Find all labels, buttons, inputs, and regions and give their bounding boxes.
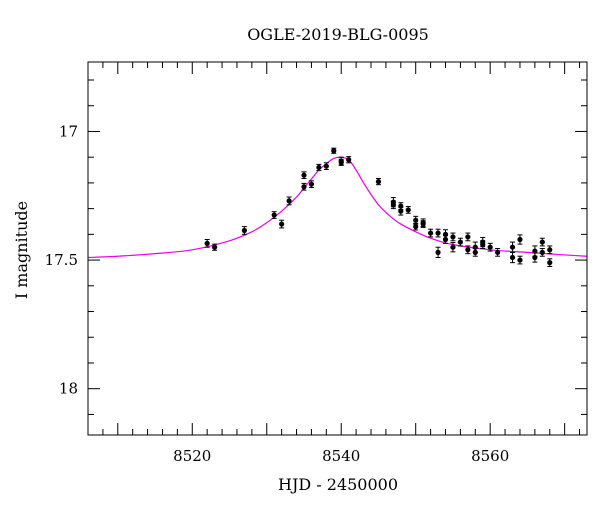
data-point	[435, 249, 441, 255]
data-point	[547, 247, 553, 253]
data-point	[442, 236, 449, 243]
y-tick-label: 17.5	[45, 251, 78, 269]
tick-labels: 8520 8540 8560 17 17.5 18	[45, 122, 510, 465]
data-point	[212, 244, 218, 250]
data-point	[316, 164, 322, 171]
data-point	[495, 249, 501, 255]
data-point	[346, 157, 352, 163]
model-curve-layer	[87, 156, 588, 259]
data-point	[390, 202, 396, 208]
y-tick-label: 17	[59, 122, 78, 140]
x-tick-label: 8520	[173, 447, 211, 465]
data-point	[465, 234, 471, 240]
data-point	[271, 212, 277, 218]
data-point	[375, 179, 382, 185]
data-point	[480, 239, 486, 245]
data-point	[457, 239, 463, 245]
data-point	[413, 217, 419, 223]
data-point	[435, 230, 441, 236]
data-point	[487, 244, 493, 250]
data-point	[413, 224, 419, 230]
data-point	[241, 227, 248, 234]
data-point	[301, 184, 307, 190]
data-point	[465, 247, 471, 253]
data-points-layer	[204, 147, 553, 268]
data-point	[509, 244, 516, 250]
data-point	[204, 240, 210, 246]
data-point	[450, 234, 456, 240]
x-tick-label: 8560	[471, 447, 509, 465]
y-axis-label: I magnitude	[12, 201, 31, 299]
axis-ticks	[87, 62, 587, 435]
data-point	[301, 172, 307, 178]
data-point	[509, 254, 516, 261]
data-point	[532, 254, 538, 261]
data-point	[279, 221, 285, 227]
data-point	[450, 244, 456, 250]
data-point	[517, 257, 523, 263]
data-point	[405, 207, 411, 213]
data-point	[517, 236, 523, 243]
data-point	[547, 260, 553, 266]
data-point	[532, 248, 538, 254]
data-point	[539, 239, 545, 245]
data-point	[338, 159, 344, 165]
data-point	[286, 198, 292, 204]
plot-frame	[87, 61, 588, 436]
y-tick-label: 18	[59, 380, 78, 398]
data-point	[323, 163, 329, 169]
chart-title: OGLE-2019-BLG-0095	[247, 25, 429, 44]
data-point	[420, 221, 426, 227]
x-axis-label: HJD - 2450000	[278, 475, 398, 494]
data-point	[427, 230, 434, 236]
data-point	[472, 249, 478, 255]
data-point	[308, 181, 315, 187]
x-tick-label: 8540	[322, 447, 360, 465]
model-curve	[87, 156, 588, 259]
data-point	[331, 148, 337, 154]
data-point	[539, 249, 545, 255]
data-point	[398, 208, 404, 214]
